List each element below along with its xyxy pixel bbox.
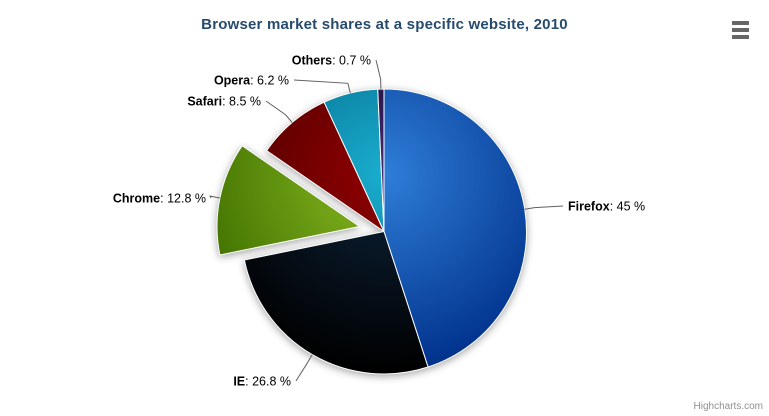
label-connector — [209, 195, 220, 199]
data-labels: Firefox: 45 % IE: 26.8 % Chrome: 12.8 % Saf… — [113, 54, 645, 389]
label-connector — [524, 205, 564, 210]
label-connector — [295, 354, 313, 382]
pie-slice-label-ie: IE: 26.8 % — [233, 375, 291, 389]
label-connector — [375, 59, 382, 90]
pie-slice-others[interactable] — [377, 88, 385, 232]
pie-slices — [216, 88, 527, 375]
hamburger-menu-icon — [732, 21, 749, 25]
hamburger-menu-icon — [732, 35, 749, 39]
pie-slice-firefox[interactable] — [383, 88, 527, 368]
pie-slice-label-firefox: Firefox: 45 % — [568, 200, 645, 214]
pie-slice-label-safari: Safari: 8.5 % — [187, 95, 261, 109]
export-menu-button[interactable] — [732, 21, 749, 39]
pie-slice-ie[interactable] — [243, 231, 429, 375]
pie-slice-label-chrome: Chrome: 12.8 % — [113, 192, 206, 206]
credits-link[interactable]: Highcharts.com — [693, 401, 763, 412]
hamburger-menu-icon — [732, 28, 749, 32]
pie-slice-label-others: Others: 0.7 % — [292, 54, 371, 68]
label-connector — [293, 79, 351, 94]
pie-slice-label-opera: Opera: 6.2 % — [214, 74, 289, 88]
label-connectors — [209, 59, 564, 382]
label-connector — [265, 100, 293, 123]
chart-title: Browser market shares at a specific webs… — [201, 16, 568, 33]
